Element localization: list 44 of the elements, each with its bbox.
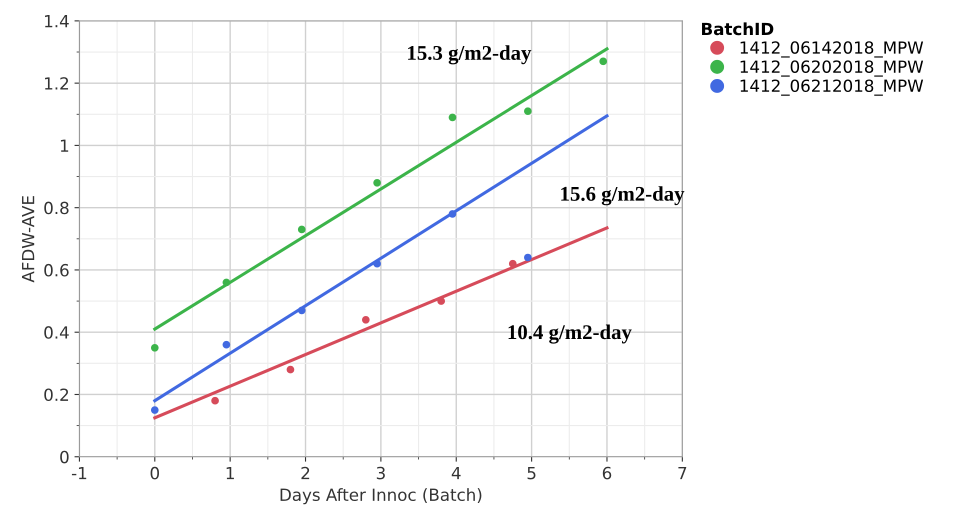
- x-tick-label: -1: [72, 466, 86, 480]
- point: [599, 58, 608, 66]
- legend-label: 1412_06212018_MPW: [740, 79, 924, 96]
- y-tick-label: 1.4: [45, 15, 69, 28]
- x-tick-label: 5: [528, 466, 536, 480]
- point: [298, 306, 306, 314]
- y-tick-label: 0: [60, 450, 69, 464]
- y-axis-title: AFDW-AVE: [22, 196, 34, 282]
- point: [150, 406, 159, 414]
- point: [362, 316, 370, 324]
- point: [373, 260, 381, 268]
- point: [448, 114, 456, 122]
- point: [222, 340, 230, 348]
- x-tick-label: 1: [226, 466, 234, 480]
- y-tick-label: 0.8: [44, 202, 69, 214]
- y-tick-label: 0.2: [44, 388, 68, 402]
- x-tick-label: 3: [376, 466, 385, 480]
- legend-title: BatchID: [702, 22, 774, 36]
- point: [437, 297, 445, 305]
- legend-label: 1412_06202018_MPW: [740, 60, 924, 77]
- point: [524, 254, 532, 262]
- point: [373, 178, 381, 187]
- y-tick-label: 0.6: [44, 264, 69, 277]
- y-tick-label: 1.2: [45, 77, 68, 90]
- annotation: 10.4 g/m2-day: [508, 324, 632, 344]
- x-tick-label: 4: [452, 466, 461, 480]
- point: [286, 366, 294, 374]
- y-tick-label: 0.4: [44, 326, 69, 339]
- point: [298, 226, 306, 234]
- point: [448, 210, 456, 218]
- point: [524, 107, 532, 115]
- x-tick-label: 0: [150, 466, 159, 480]
- point: [150, 344, 159, 352]
- point: [508, 260, 517, 268]
- x-tick-label: 2: [301, 466, 310, 480]
- x-tick-label: 6: [602, 466, 612, 480]
- annotation: 15.6 g/m2-day: [561, 186, 684, 206]
- annotation: 15.3 g/m2-day: [408, 45, 532, 64]
- x-tick-label: 7: [678, 466, 686, 480]
- x-axis-title: Days After Innoc (Batch): [280, 488, 482, 504]
- point: [222, 278, 230, 286]
- y-tick-label: 1: [60, 140, 68, 152]
- legend-label: 1412_06142018_MPW: [740, 41, 924, 58]
- point: [211, 396, 219, 405]
